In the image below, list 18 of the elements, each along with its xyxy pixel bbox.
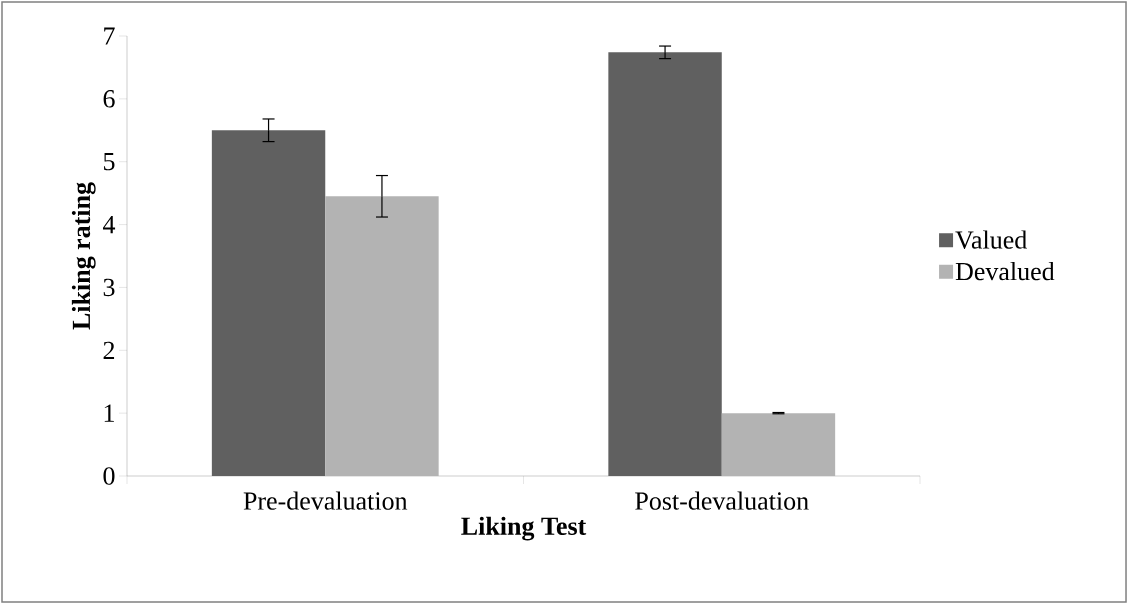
legend-label: Valued xyxy=(955,230,1027,249)
y-tick-label: 7 xyxy=(104,27,115,45)
bar xyxy=(608,52,722,476)
y-tick-label: 2 xyxy=(103,341,115,359)
y-tick-label: 4 xyxy=(103,216,116,234)
y-tick-label: 0 xyxy=(103,467,115,485)
legend-label: Devalued xyxy=(955,261,1055,281)
x-axis-title: Liking Test xyxy=(461,516,587,541)
bar xyxy=(721,413,836,476)
y-axis-title: Liking rating xyxy=(71,182,96,330)
y-tick-label: 1 xyxy=(104,404,114,422)
y-tick-label: 5 xyxy=(104,153,115,171)
bar xyxy=(211,130,326,476)
bar xyxy=(325,196,439,476)
x-tick-label: Post-devaluation xyxy=(635,491,809,510)
y-tick-label: 3 xyxy=(103,278,115,297)
y-tick-label: 6 xyxy=(103,90,115,108)
x-tick-label: Pre-devaluation xyxy=(243,491,408,510)
